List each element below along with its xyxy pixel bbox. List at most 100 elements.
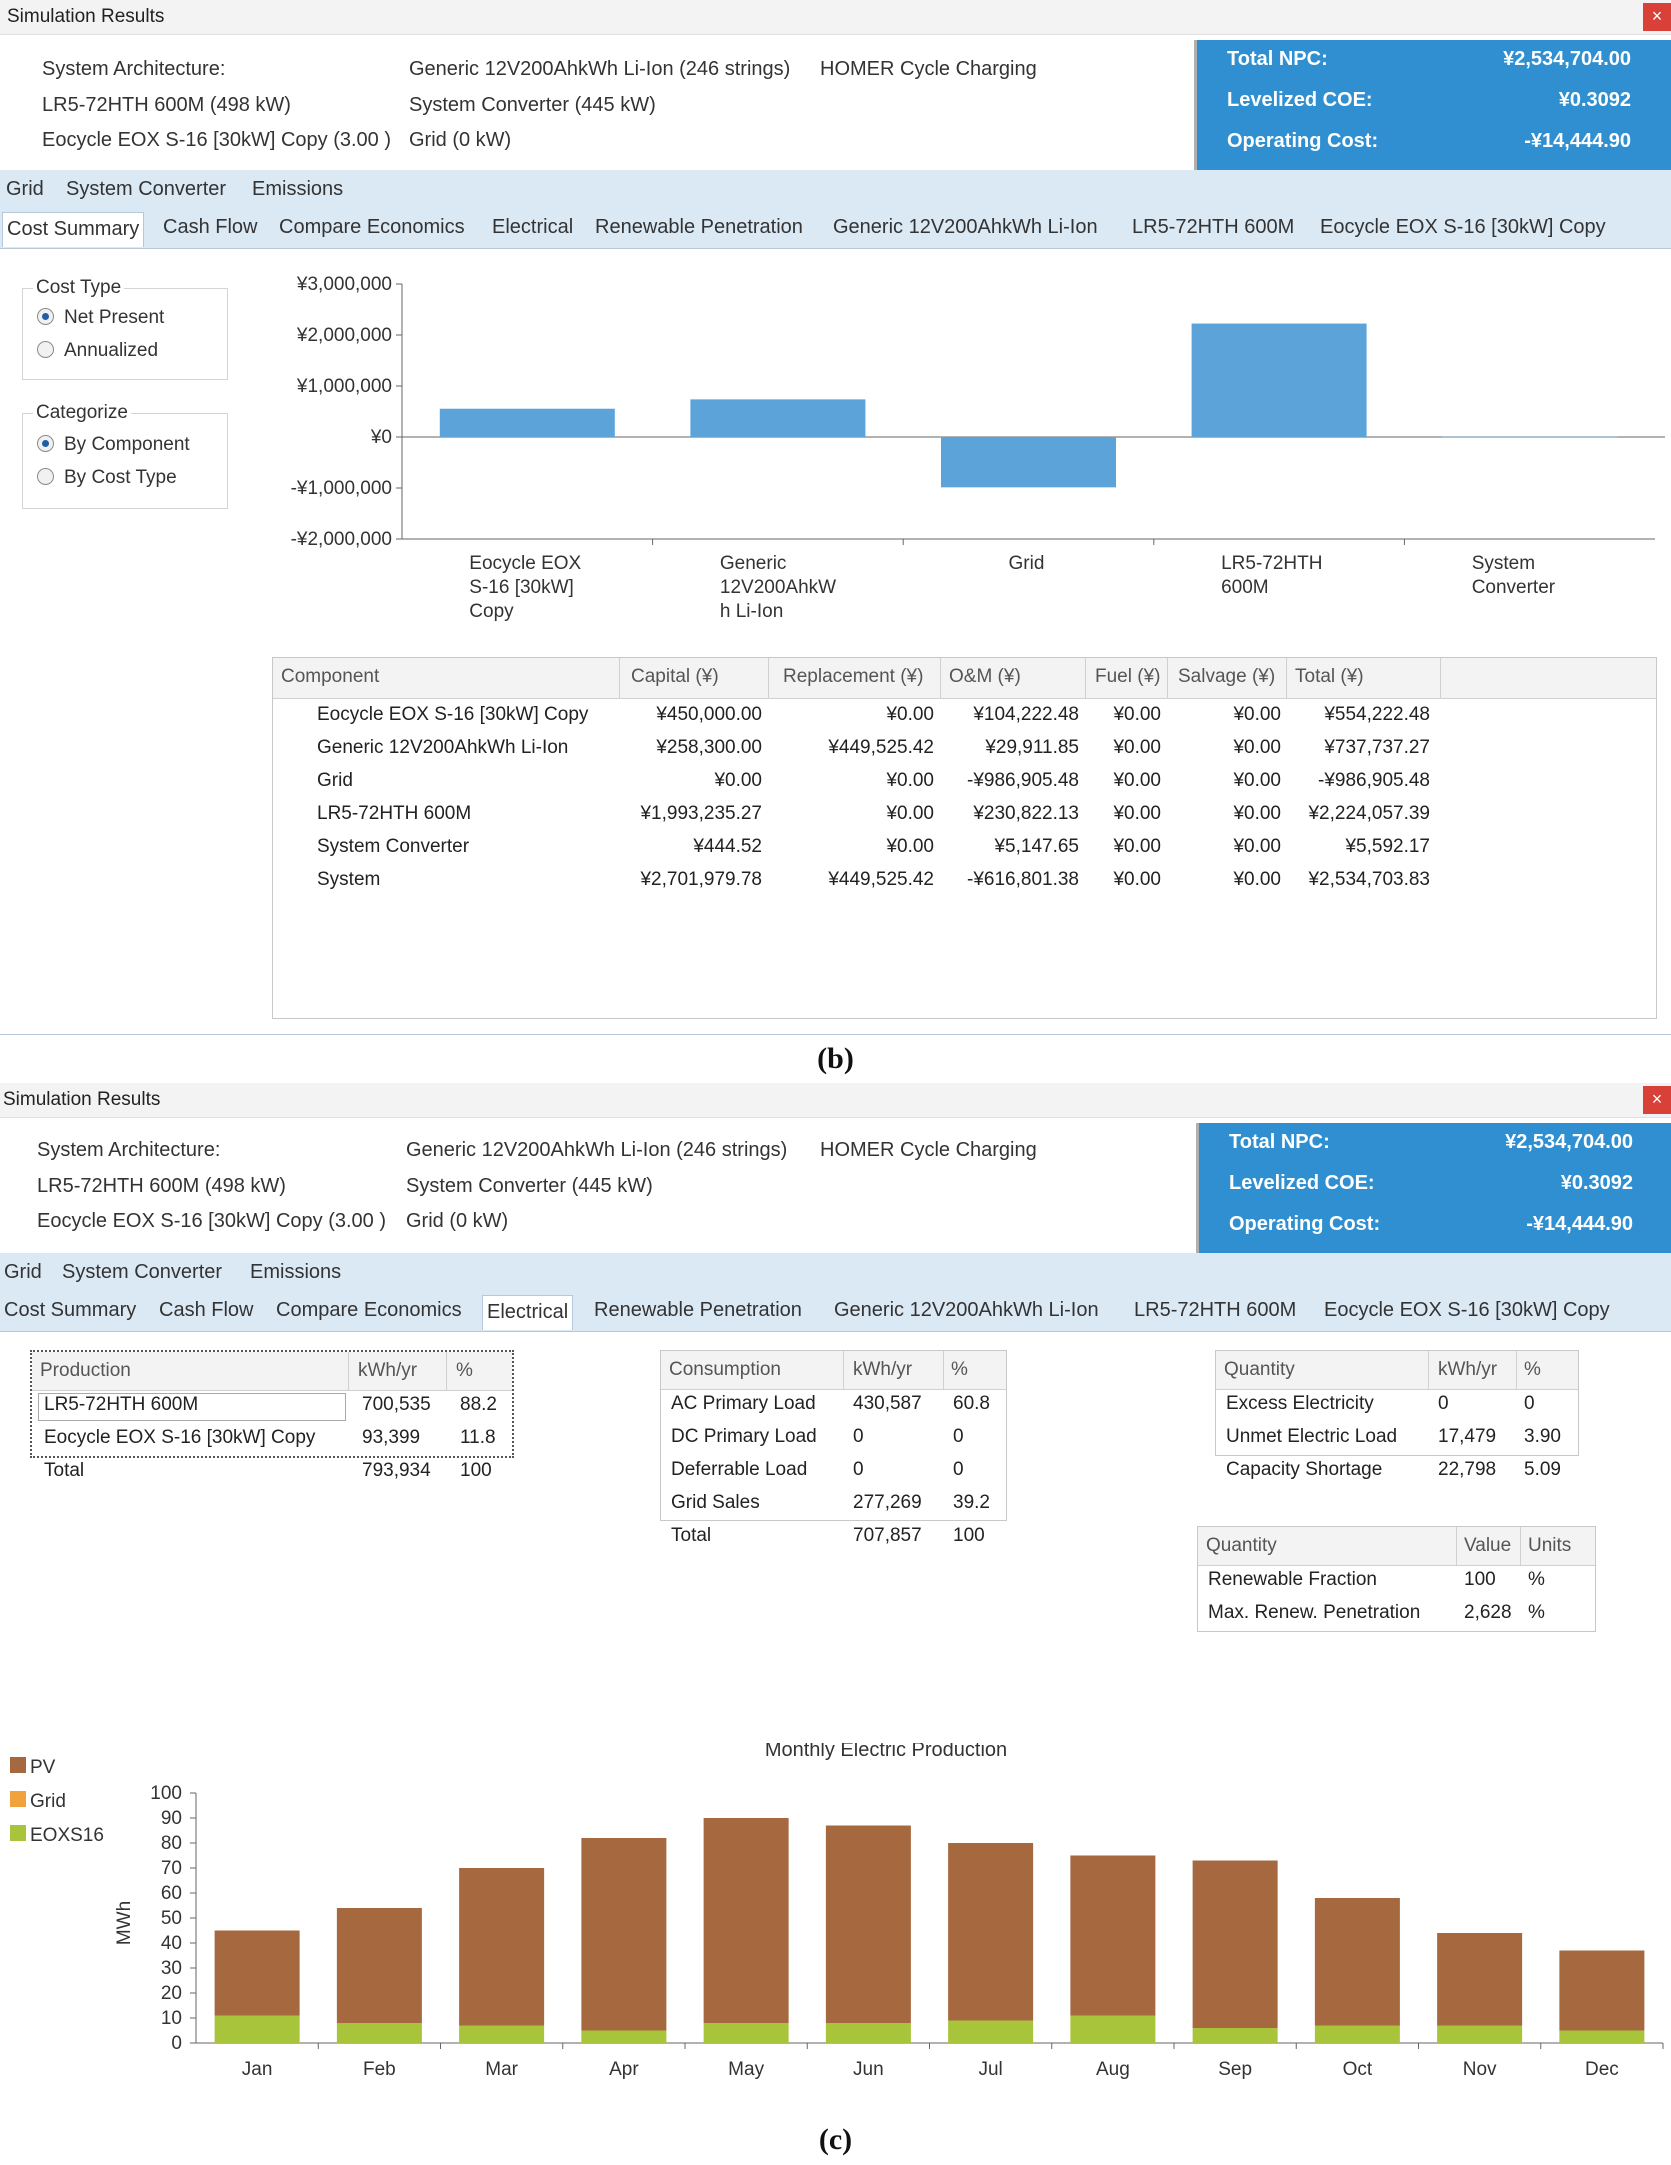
table-row[interactable]: Eocycle EOX S-16 [30kW] Copy ¥450,000.00 ¥… (273, 702, 1656, 734)
column-header[interactable]: Quantity (1206, 1535, 1277, 1556)
column-header[interactable]: Total (¥) (1295, 666, 1364, 687)
bar-segment (581, 1838, 667, 2031)
tab-cash-flow[interactable]: Cash Flow (163, 216, 258, 238)
radio-by-cost-type[interactable]: By Cost Type (37, 467, 177, 489)
tab-grid[interactable]: Grid (6, 178, 44, 200)
table-cell: Renewable Fraction (1208, 1569, 1377, 1590)
column-header[interactable]: O&M (¥) (949, 666, 1021, 687)
tab-generic-battery[interactable]: Generic 12V200AhkWh Li-Ion (834, 1299, 1099, 1321)
tab-cash-flow[interactable]: Cash Flow (159, 1299, 254, 1321)
table-cell: ¥0.00 (1113, 704, 1161, 725)
tab-emissions[interactable]: Emissions (252, 178, 344, 200)
tab-pv[interactable]: LR5-72HTH 600M (1132, 216, 1295, 238)
tab-renewable-penetration[interactable]: Renewable Penetration (594, 1299, 802, 1321)
column-header[interactable]: % (456, 1360, 473, 1381)
table-cell: 88.2 (460, 1394, 497, 1415)
column-header[interactable]: Fuel (¥) (1095, 666, 1161, 687)
table-row[interactable]: Grid Sales 277,269 39.2 (661, 1488, 1006, 1521)
tab-system-converter[interactable]: System Converter (62, 1261, 223, 1283)
table-cell: 100 (460, 1460, 492, 1481)
column-header[interactable]: Replacement (¥) (783, 666, 924, 687)
column-header[interactable]: Consumption (669, 1359, 781, 1380)
table-row[interactable]: AC Primary Load 430,587 60.8 (661, 1389, 1006, 1422)
column-header[interactable]: Units (1528, 1535, 1572, 1556)
table-cell: ¥0.00 (1113, 737, 1161, 758)
table-cell: 0 (853, 1459, 864, 1480)
radio-net-present[interactable]: Net Present (37, 307, 164, 329)
table-cell: System Converter (317, 836, 470, 857)
column-header[interactable]: kWh/yr (358, 1360, 418, 1381)
table-row[interactable]: Total 793,934 100 (32, 1456, 512, 1489)
table-row[interactable]: LR5-72HTH 600M ¥1,993,235.27 ¥0.00 ¥230,822… (273, 801, 1656, 833)
quantity-table: Quantity kWh/yr % Excess Electricity 0 0 Un… (1215, 1350, 1579, 1480)
window-title: Simulation Results (7, 6, 165, 27)
tab-compare-economics[interactable]: Compare Economics (279, 216, 465, 238)
y-axis-label: MWh (114, 1901, 135, 1945)
title-bar: Simulation Results × (0, 1083, 1671, 1118)
tab-wind-turbine[interactable]: Eocycle EOX S-16 [30kW] Copy (1320, 216, 1606, 238)
tab-wind-turbine[interactable]: Eocycle EOX S-16 [30kW] Copy (1324, 1299, 1610, 1321)
radio-dot[interactable] (37, 341, 54, 358)
x-tick-label: Dec (1585, 2059, 1619, 2080)
tab-system-converter[interactable]: System Converter (66, 178, 227, 200)
table-row[interactable]: Total 707,857 100 (661, 1521, 1006, 1554)
column-header[interactable]: % (1524, 1359, 1541, 1380)
table-row[interactable]: LR5-72HTH 600M 700,535 88.2 (32, 1390, 512, 1423)
tab-renewable-penetration[interactable]: Renewable Penetration (595, 216, 803, 238)
radio-dot[interactable] (37, 468, 54, 485)
close-button[interactable]: × (1643, 3, 1671, 31)
radio-annualized[interactable]: Annualized (37, 340, 158, 362)
column-header[interactable]: kWh/yr (853, 1359, 913, 1380)
selected-row-highlight (38, 1393, 346, 1421)
column-header[interactable]: Capital (¥) (631, 666, 719, 687)
table-cell: ¥0.00 (1233, 803, 1281, 824)
tab-emissions[interactable]: Emissions (250, 1261, 342, 1283)
tab-row-1: Grid System Converter Emissions (0, 170, 1671, 208)
table-cell: ¥0.00 (1233, 836, 1281, 857)
bar-segment (948, 1843, 1034, 2021)
radio-dot-selected[interactable] (37, 435, 54, 452)
table-row[interactable]: System Converter ¥444.52 ¥0.00 ¥5,147.65 ¥0.… (273, 834, 1656, 866)
column-header[interactable]: Salvage (¥) (1178, 666, 1276, 687)
tab-electrical[interactable]: Electrical (482, 1295, 574, 1330)
table-row[interactable]: Eocycle EOX S-16 [30kW] Copy 93,399 11.8 (32, 1423, 512, 1456)
tab-generic-battery[interactable]: Generic 12V200AhkWh Li-Ion (833, 216, 1098, 238)
cost-bar-chart: ¥3,000,000 ¥2,000,000 ¥1,000,000 ¥0 -¥1,000,… (291, 274, 1665, 622)
table-cell: ¥449,525.42 (828, 869, 934, 890)
table-row[interactable]: Deferrable Load 0 0 (661, 1455, 1006, 1488)
table-row[interactable]: DC Primary Load 0 0 (661, 1422, 1006, 1455)
bar-segment (459, 1868, 545, 2026)
bar-segment (336, 1908, 422, 2023)
chart-title: Monthly Electric Production (765, 1743, 1007, 1761)
radio-by-component[interactable]: By Component (37, 434, 190, 456)
table-row[interactable]: System ¥2,701,979.78 ¥449,525.42 -¥616,801.… (273, 867, 1656, 899)
categorize-group: Categorize By Component By Cost Type (22, 402, 228, 509)
window-title: Simulation Results (3, 1089, 161, 1110)
table-row[interactable]: Generic 12V200AhkWh Li-Ion ¥258,300.00 ¥44… (273, 735, 1656, 767)
tab-grid[interactable]: Grid (4, 1261, 42, 1283)
tab-electrical[interactable]: Electrical (492, 216, 574, 238)
table-row[interactable]: Excess Electricity 0 0 (1216, 1389, 1578, 1422)
table-row[interactable]: Unmet Electric Load 17,479 3.90 (1216, 1422, 1578, 1455)
table-row[interactable]: Capacity Shortage 22,798 5.09 (1216, 1455, 1578, 1488)
table-cell: 0 (1524, 1393, 1535, 1414)
bar-segment (1559, 1950, 1645, 2031)
column-header[interactable]: kWh/yr (1438, 1359, 1498, 1380)
table-row[interactable]: Max. Renew. Penetration 2,628% (1198, 1598, 1595, 1631)
tab-cost-summary[interactable]: Cost Summary (2, 212, 145, 247)
close-button[interactable]: × (1643, 1086, 1671, 1114)
radio-dot-selected[interactable] (37, 308, 54, 325)
system-architecture: System Architecture: LR5-72HTH 600M (498… (0, 1117, 1192, 1253)
column-header[interactable]: % (951, 1359, 968, 1380)
x-tick-label: Eocycle EOX S-16 [30kW] Copy (469, 553, 581, 622)
column-header[interactable]: Quantity (1224, 1359, 1295, 1380)
tab-compare-economics[interactable]: Compare Economics (276, 1299, 462, 1321)
column-header[interactable]: Production (40, 1360, 131, 1381)
tab-pv[interactable]: LR5-72HTH 600M (1134, 1299, 1297, 1321)
table-row[interactable]: Renewable Fraction 100% (1198, 1565, 1595, 1598)
categorize-title: Categorize (33, 402, 131, 424)
tab-cost-summary[interactable]: Cost Summary (4, 1299, 137, 1321)
table-row[interactable]: Grid ¥0.00 ¥0.00 -¥986,905.48 ¥0.00 ¥0.00 -¥98… (273, 768, 1656, 800)
column-header[interactable]: Component (281, 666, 380, 687)
column-header[interactable]: Value (1464, 1535, 1512, 1556)
